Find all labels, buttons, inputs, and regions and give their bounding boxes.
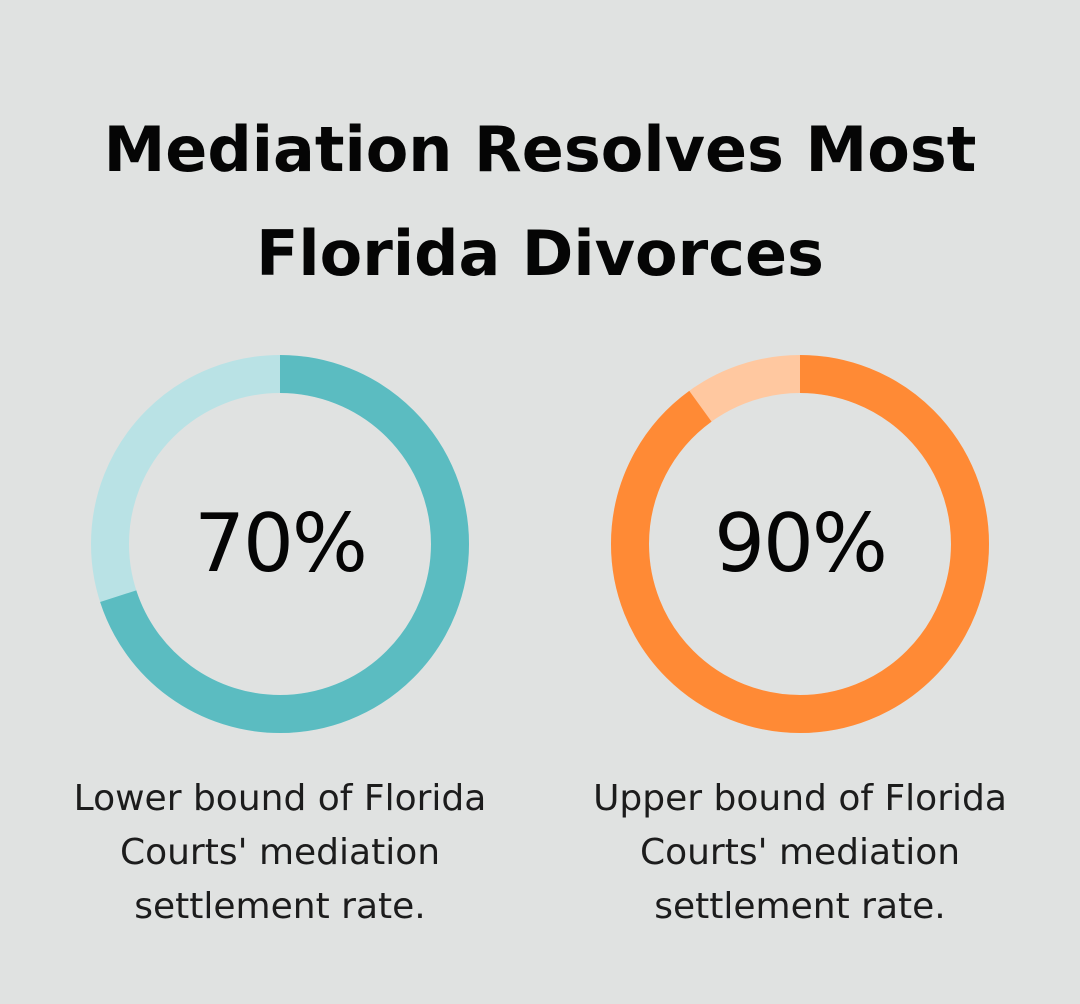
caption-upper-bound: Upper bound of Florida Courts' mediation…	[560, 772, 1040, 934]
donut-chart-lower-bound: 70%	[91, 355, 469, 733]
caption-upper-bound-line-1: Upper bound of Florida	[593, 778, 1007, 819]
page-title-line-1: Mediation Resolves Most	[103, 113, 977, 186]
page-title-line-2: Florida Divorces	[256, 217, 824, 290]
donut-value-lower-bound: 70%	[194, 497, 368, 590]
caption-lower-bound-line-2: Courts' mediation	[119, 832, 441, 873]
donut-fill-upper-bound	[611, 355, 989, 733]
donut-svg-lower-bound	[91, 355, 469, 733]
donut-value-upper-bound: 90%	[714, 497, 888, 590]
page-title: Mediation Resolves Most Florida Divorces	[0, 98, 1080, 306]
caption-lower-bound-line-3: settlement rate.	[134, 886, 426, 927]
donut-chart-upper-bound: 90%	[611, 355, 989, 733]
caption-lower-bound-line-1: Lower bound of Florida	[73, 778, 487, 819]
donut-fill-lower-bound	[91, 355, 469, 733]
caption-upper-bound-line-2: Courts' mediation	[639, 832, 961, 873]
donut-svg-upper-bound	[611, 355, 989, 733]
caption-lower-bound: Lower bound of Florida Courts' mediation…	[40, 772, 520, 934]
caption-upper-bound-line-3: settlement rate.	[654, 886, 946, 927]
